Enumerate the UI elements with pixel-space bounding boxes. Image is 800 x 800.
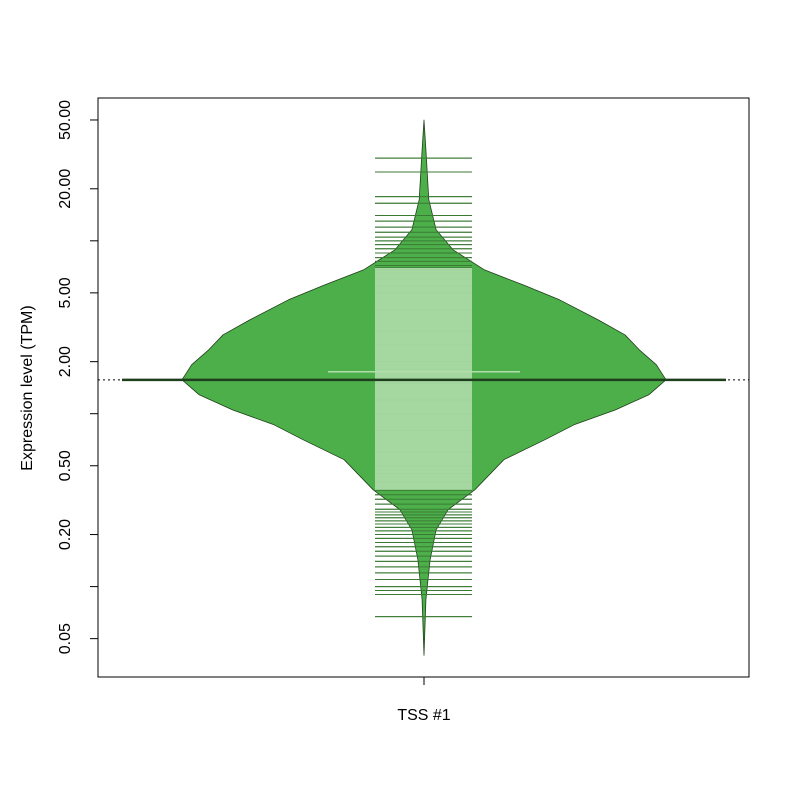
y-tick-label: 20.00: [57, 169, 74, 209]
y-tick-label: 0.05: [57, 623, 74, 654]
y-tick-label: 0.50: [57, 450, 74, 481]
y-tick-label: 5.00: [57, 277, 74, 308]
y-axis-label: Expression level (TPM): [19, 305, 36, 470]
y-tick-label: 0.20: [57, 519, 74, 550]
y-tick-label: 2.00: [57, 346, 74, 377]
x-tick-label: TSS #1: [397, 707, 450, 724]
y-tick-label: 50.00: [57, 100, 74, 140]
